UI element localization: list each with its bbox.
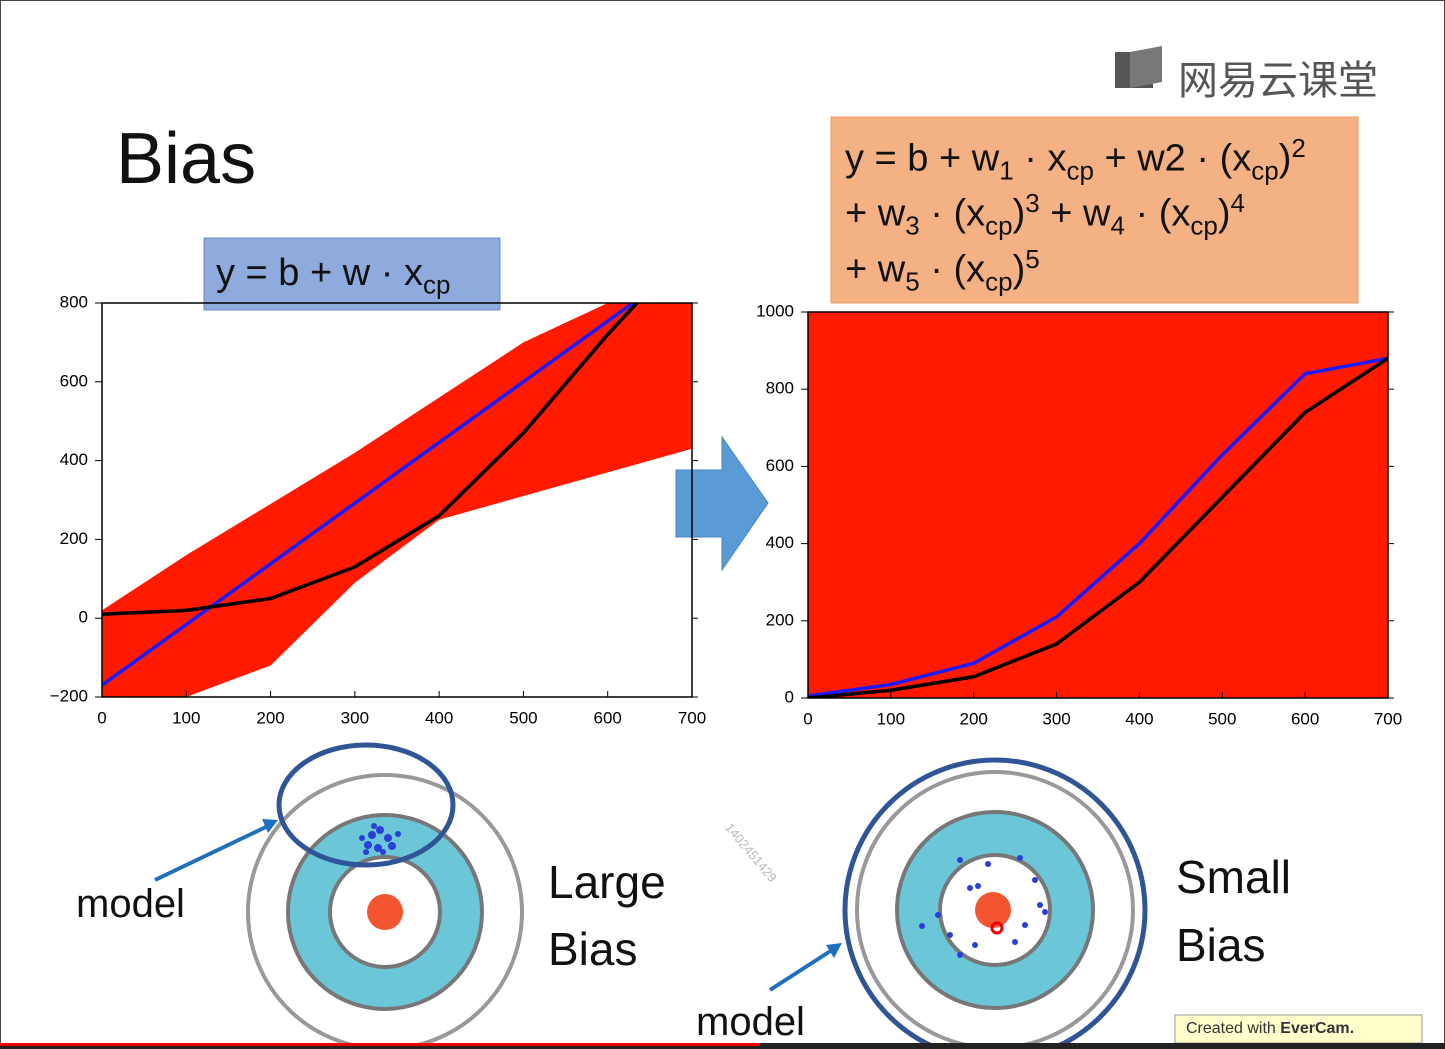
series-line: [102, 303, 636, 687]
formula-box: [830, 116, 1359, 304]
formula-part: y = b + w · x: [216, 252, 423, 294]
formula-part: 1: [999, 155, 1014, 186]
plot-frame: [101, 302, 693, 698]
formula-part: + w: [1093, 137, 1165, 180]
y-tick-label: 200: [766, 610, 794, 629]
y-tick-label: 600: [60, 371, 88, 390]
y-tick-label: 800: [60, 292, 88, 311]
label: Small: [1176, 851, 1292, 903]
formula-part: · (x: [1185, 137, 1252, 180]
label: Bias: [1176, 919, 1266, 971]
x-tick-label: 100: [877, 709, 905, 728]
formula-part: cp: [1066, 155, 1094, 186]
formula-part: cp: [985, 210, 1013, 241]
series-line: [808, 356, 1388, 698]
logo-text: 网易云课堂: [1178, 59, 1378, 103]
formula: y = b + w1 · xcp + w2 · (xcp)2: [845, 135, 1306, 183]
target: [768, 757, 1148, 1049]
formula: + w5 · (xcp)5: [845, 246, 1040, 294]
label: model: [696, 1000, 805, 1044]
slide-title: Bias: [116, 119, 257, 199]
formula-part: ): [1278, 137, 1292, 180]
formula-box: [203, 237, 501, 311]
credit: Created with EverCam.: [1186, 1020, 1354, 1038]
formula-part: 4: [1110, 210, 1125, 241]
formula-part: ): [1012, 192, 1026, 235]
y-tick-label: −200: [50, 686, 88, 705]
y-tick-label: 1000: [756, 301, 794, 320]
x-tick-label: 700: [678, 708, 706, 727]
plots: 0 100 200 300 400 500 600 700 −200 0 200 400 600 800 0…: [50, 292, 1402, 728]
y-tick-label: 600: [766, 456, 794, 475]
label: Bias: [548, 923, 638, 975]
logo-icon: [1130, 46, 1162, 88]
x-tick-label: 200: [256, 708, 284, 727]
credit-text: Created with: [1186, 1020, 1276, 1037]
target: [154, 742, 524, 1049]
series-line: [808, 356, 1388, 698]
x-tick-label: 400: [1125, 709, 1153, 728]
x-tick-label: 500: [1208, 709, 1236, 728]
formula-part: ): [1012, 248, 1026, 291]
model-band: [808, 312, 1388, 698]
x-tick-label: 0: [97, 708, 106, 727]
label: model: [76, 882, 185, 926]
formula: + w3 · (xcp)3 + w4 · (xcp)4: [845, 190, 1245, 238]
x-tick-label: 300: [1042, 709, 1070, 728]
x-tick-label: 100: [172, 708, 200, 727]
series-line: [102, 303, 640, 617]
y-tick-label: 0: [79, 608, 88, 627]
credit-brand: EverCam.: [1280, 1020, 1355, 1037]
y-tick-label: 0: [785, 687, 794, 706]
label: Large: [548, 856, 666, 908]
formula-part: cp: [1251, 155, 1279, 186]
formula-part: · (x: [1124, 192, 1191, 235]
formula-part: · (x: [919, 192, 986, 235]
formula-part: + w: [845, 192, 906, 235]
formula-part: 2: [1291, 133, 1306, 163]
model-band: [102, 303, 692, 697]
y-tick-label: 400: [60, 450, 88, 469]
formula-part: ): [1217, 192, 1231, 235]
formula-part: · x: [1013, 137, 1067, 180]
formula-part: y = b + w: [845, 137, 1000, 180]
formula: y = b + w · xcp: [216, 254, 450, 298]
plot-frame: [807, 311, 1389, 699]
formula-part: 2: [1164, 137, 1186, 180]
formula-part: cp: [1190, 210, 1218, 241]
formula-part: + w: [1039, 192, 1111, 235]
x-tick-label: 300: [341, 708, 369, 727]
x-tick-label: 600: [1291, 709, 1319, 728]
formula-part: · (x: [919, 248, 986, 291]
arrow: [675, 435, 769, 572]
progress-bar: [0, 1043, 760, 1046]
formula-part: 5: [905, 266, 920, 297]
x-tick-label: 200: [960, 709, 988, 728]
formula-part: + w: [845, 248, 906, 291]
formula-part: 4: [1230, 188, 1245, 218]
y-tick-label: 800: [766, 379, 794, 398]
formula-part: 3: [1025, 188, 1040, 218]
plot: [808, 312, 1388, 698]
x-tick-label: 0: [803, 709, 812, 728]
formula-part: 3: [905, 210, 920, 241]
y-tick-label: 200: [60, 529, 88, 548]
plot: [102, 303, 692, 697]
credit-box: [1174, 1014, 1423, 1044]
x-tick-label: 400: [425, 708, 453, 727]
x-tick-label: 600: [594, 708, 622, 727]
formula-part: 5: [1025, 244, 1040, 274]
formula-part: cp: [985, 266, 1013, 297]
y-tick-label: 400: [766, 533, 794, 552]
formula-part: cp: [422, 269, 451, 300]
x-tick-label: 700: [1374, 709, 1402, 728]
x-tick-label: 500: [509, 708, 537, 727]
